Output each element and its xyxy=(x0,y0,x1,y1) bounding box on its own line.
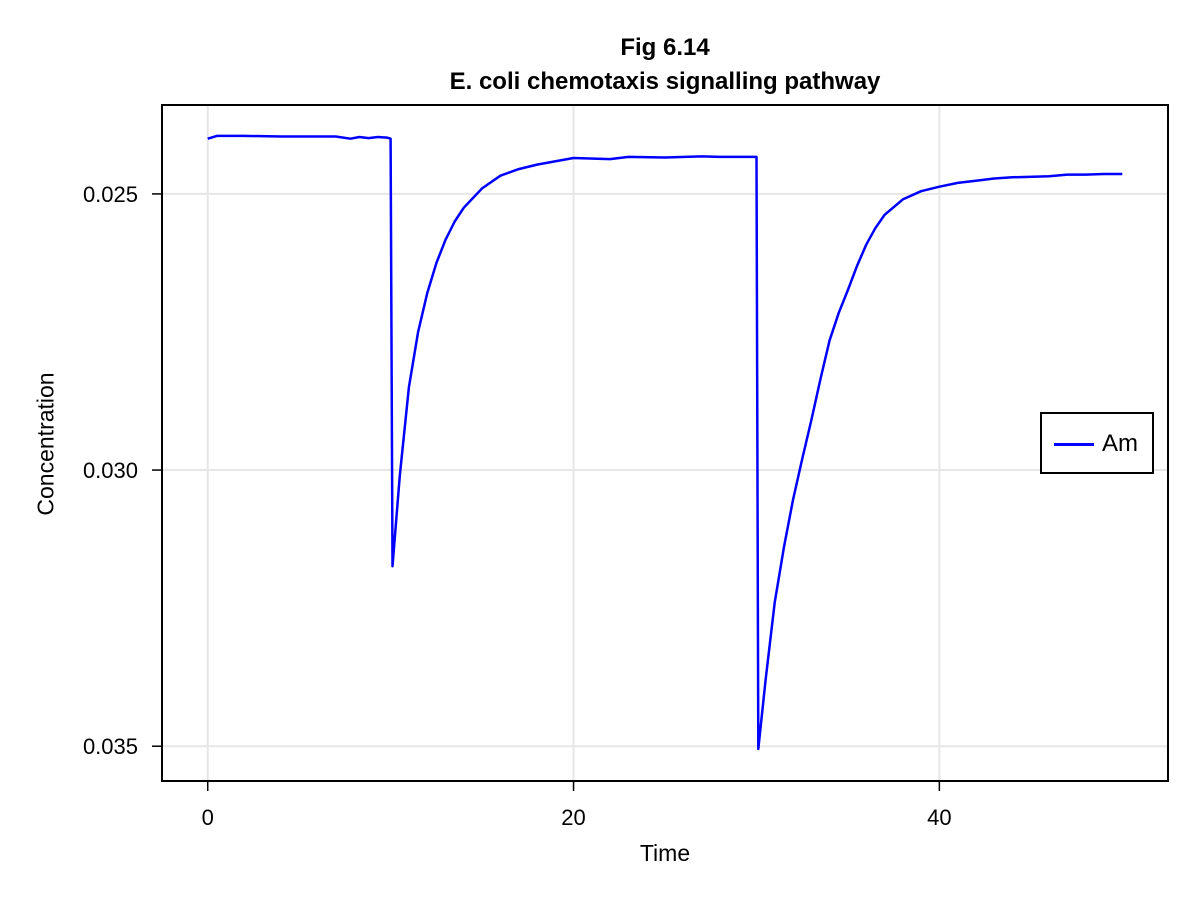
chart-subtitle: E. coli chemotaxis signalling pathway xyxy=(449,68,881,95)
legend-swatch-am xyxy=(1054,443,1094,446)
chart-title: Fig 6.14 xyxy=(620,34,710,61)
x-axis-label: Time xyxy=(639,840,691,866)
y-axis-label: Concentration xyxy=(32,372,59,516)
legend: Am xyxy=(1040,412,1154,474)
y-tick-label: 0.035 xyxy=(83,734,138,759)
series-line xyxy=(207,134,1123,751)
x-tick-label: 0 xyxy=(202,805,214,830)
grid-lines xyxy=(162,105,1168,781)
x-tick-label: 40 xyxy=(927,805,951,830)
legend-label-am: Am xyxy=(1102,430,1138,457)
plot-frame xyxy=(161,104,1169,782)
axis-ticks: 0 20 40 0.035 0.030 0.025 xyxy=(83,182,952,830)
series-am-line xyxy=(207,134,1123,751)
x-tick-label: 20 xyxy=(561,805,585,830)
y-tick-label: 0.030 xyxy=(83,458,138,483)
y-tick-label: 0.025 xyxy=(83,182,138,207)
